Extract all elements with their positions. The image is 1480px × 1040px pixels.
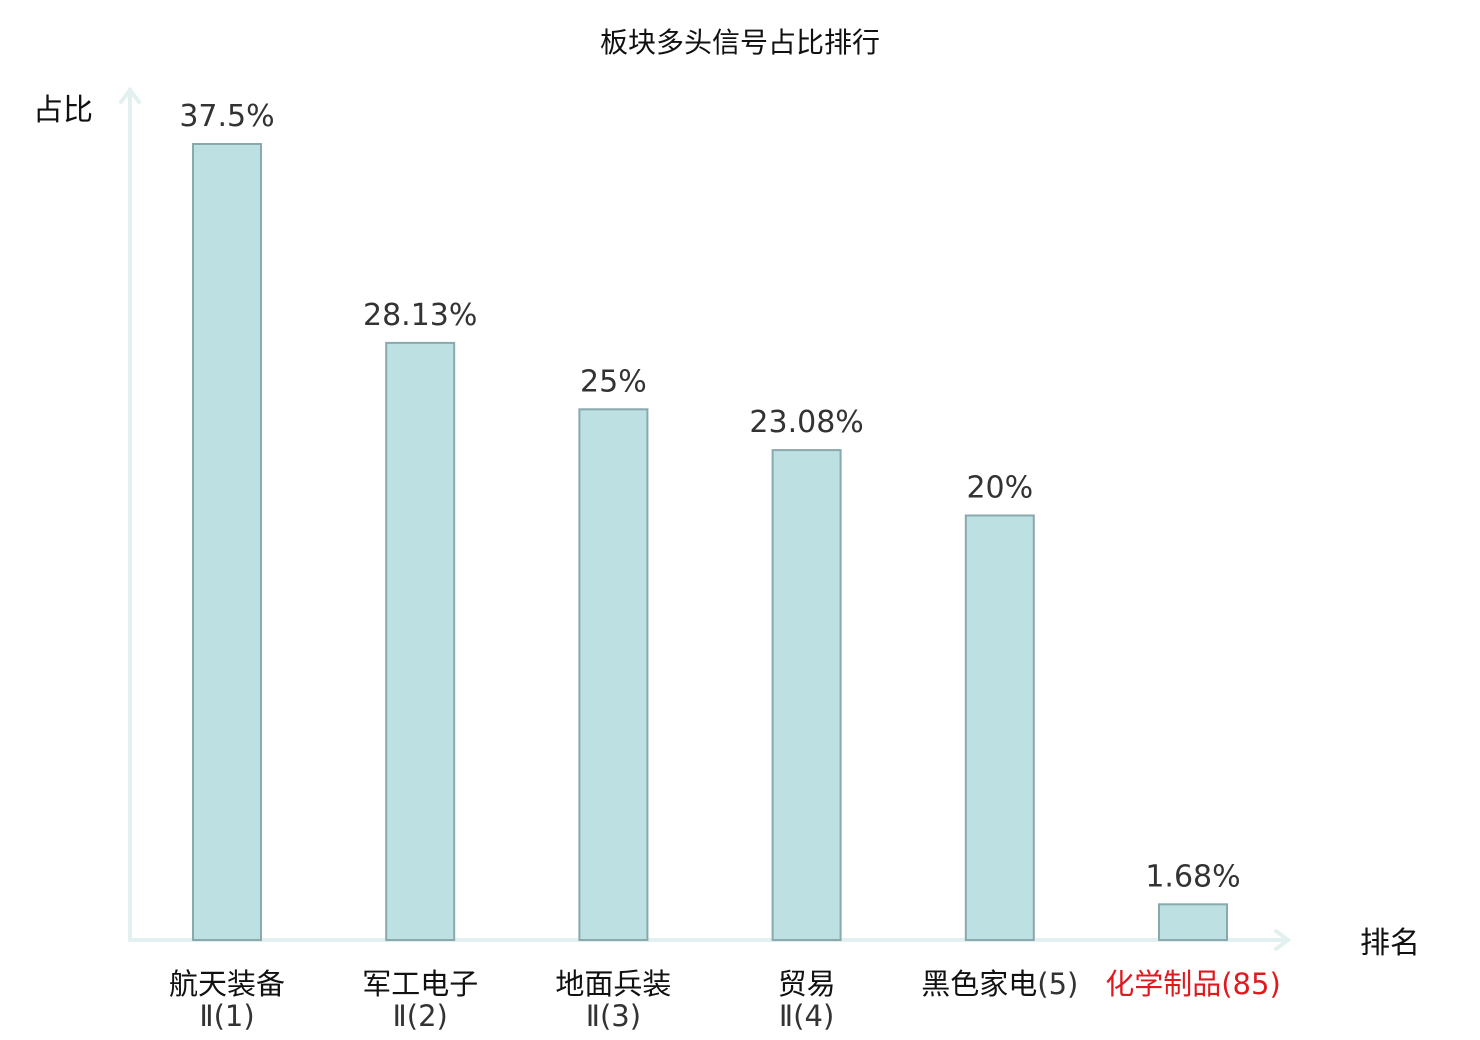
x-tick-label: 黑色家电(5) (921, 967, 1078, 1001)
x-axis-arrow (1274, 929, 1292, 951)
bar-value-label: 1.68% (1145, 859, 1240, 894)
bar (771, 449, 842, 941)
x-tick-name: 黑色家电 (921, 967, 1037, 1001)
bar (1158, 903, 1228, 941)
x-tick-rank: Ⅱ(4) (779, 999, 834, 1033)
bar (578, 408, 649, 941)
bar (192, 143, 262, 941)
bar-value-label: 37.5% (179, 99, 274, 134)
x-tick-label: 航天装备 (169, 967, 285, 1001)
x-tick-rank: (85) (1221, 967, 1281, 1001)
x-tick-rank: (5) (1037, 967, 1078, 1001)
x-tick-label: 地面兵装 (555, 967, 671, 1001)
bar-value-label: 28.13% (363, 298, 477, 333)
bar-value-label: 23.08% (749, 405, 863, 440)
y-axis-title: 占比 (33, 93, 93, 128)
x-tick-rank: Ⅱ(1) (199, 999, 254, 1033)
bar-value-label: 25% (580, 364, 647, 399)
value-label-group: 37.5% 28.13% 25% 23.08% 20% 1.68% (179, 99, 1240, 894)
x-tick-rank: Ⅱ(3) (586, 999, 641, 1033)
bar (964, 514, 1035, 941)
bar-value-label: 20% (966, 471, 1033, 506)
chart-title: 板块多头信号占比排行 (600, 26, 880, 59)
x-tick-label: 贸易 (778, 967, 836, 1001)
x-tick-label: 军工电子 (362, 967, 478, 1001)
x-axis-title: 排名 (1360, 926, 1420, 961)
bar-group (192, 143, 1228, 941)
x-tick-rank: Ⅱ(2) (393, 999, 448, 1033)
x-tick-name: 化学制品 (1105, 967, 1221, 1001)
x-tick-label: 化学制品(85) (1105, 967, 1281, 1001)
bar (385, 341, 456, 941)
